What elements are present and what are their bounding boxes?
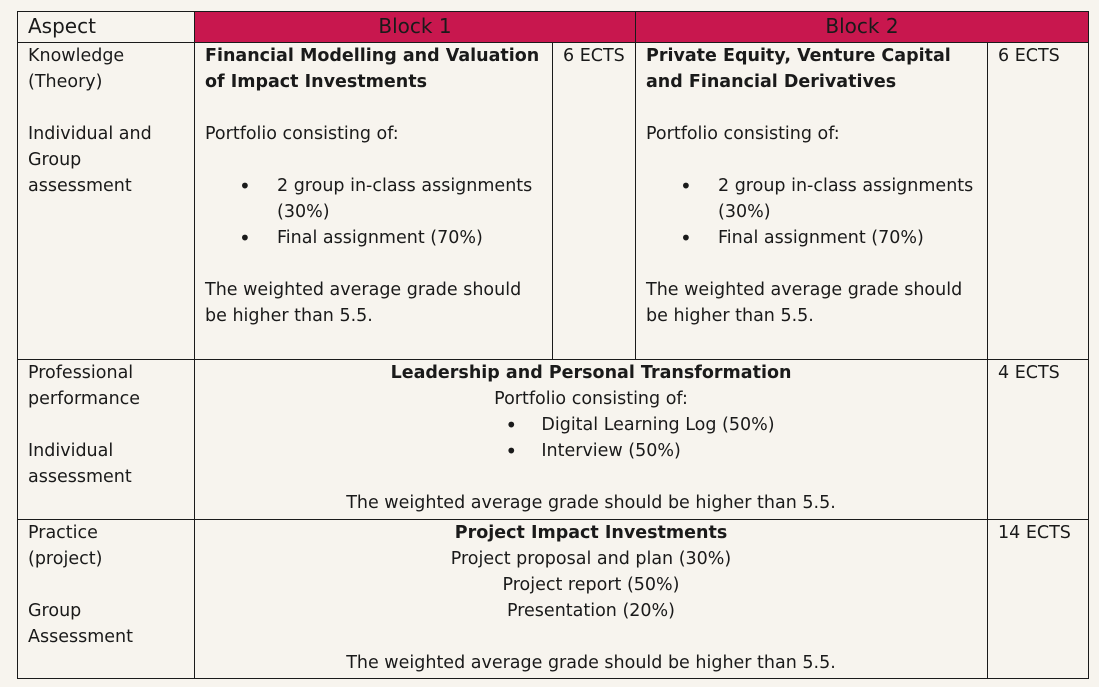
aspect-practice: Practice (project) Group Assessment	[17, 519, 195, 679]
list-item: 2 group in-class assignments(30%)	[646, 173, 977, 225]
grade-requirement: The weighted average grade should be hig…	[346, 653, 836, 673]
course-title: Financial Modelling and Valuation	[205, 46, 540, 66]
ects-badge: 6 ECTS	[987, 42, 1089, 360]
aspect-knowledge: Knowledge (Theory) Individual and Group …	[17, 42, 195, 360]
grade-requirement: The weighted average grade should	[646, 280, 963, 300]
table-row-knowledge: Knowledge (Theory) Individual and Group …	[17, 42, 1089, 360]
ects-badge: 6 ECTS	[552, 42, 636, 360]
aspect-text: (project)	[28, 549, 103, 569]
component-line: Project report (50%)	[502, 575, 680, 595]
table-row-practice: Practice (project) Group Assessment Proj…	[17, 519, 1089, 679]
assessment-list: 2 group in-class assignments(30%) Final …	[205, 173, 542, 251]
aspect-professional: Professional performance Individual asse…	[17, 359, 195, 520]
assessment-list: Digital Learning Log (50%) Interview (50…	[505, 412, 774, 464]
aspect-text: (Theory)	[28, 72, 103, 92]
header-block-2: Block 2	[635, 11, 1089, 43]
aspect-text: Individual and	[28, 124, 152, 144]
aspect-text: performance	[28, 389, 141, 409]
leadership-course-cell: Leadership and Personal Transformation P…	[194, 359, 988, 520]
aspect-text: Group	[28, 601, 82, 621]
portfolio-label: Portfolio consisting of:	[494, 389, 688, 409]
aspect-text: assessment	[28, 176, 132, 196]
assessment-table: Aspect Block 1 Block 2 Knowledge (Theory…	[17, 11, 1089, 679]
component-line: Presentation (20%)	[506, 601, 676, 621]
table-row-professional: Professional performance Individual asse…	[17, 359, 1089, 520]
aspect-text: Assessment	[28, 627, 133, 647]
course-title: Project Impact Investments	[454, 523, 728, 543]
list-item: Digital Learning Log (50%)	[505, 412, 774, 438]
course-title: Private Equity, Venture Capital	[646, 46, 951, 66]
course-title: Leadership and Personal Transformation	[390, 363, 792, 383]
course-title: and Financial Derivatives	[646, 72, 897, 92]
ects-badge: 4 ECTS	[987, 359, 1089, 520]
header-block-1: Block 1	[194, 11, 636, 43]
aspect-text: Knowledge	[28, 46, 125, 66]
portfolio-label: Portfolio consisting of:	[646, 124, 840, 144]
component-line: Project proposal and plan (30%)	[450, 549, 732, 569]
aspect-text: Individual	[28, 441, 114, 461]
aspect-text: Group	[28, 150, 82, 170]
list-item: Final assignment (70%)	[205, 225, 542, 251]
ects-badge: 14 ECTS	[987, 519, 1089, 679]
grade-requirement: be higher than 5.5.	[646, 306, 814, 326]
header-row: Aspect Block 1 Block 2	[17, 11, 1089, 43]
grade-requirement: The weighted average grade should be hig…	[346, 493, 836, 513]
list-item: Interview (50%)	[505, 438, 774, 464]
block2-course-cell: Private Equity, Venture Capital and Fina…	[635, 42, 988, 360]
aspect-text: Practice	[28, 523, 98, 543]
block1-course-cell: Financial Modelling and Valuation of Imp…	[194, 42, 553, 360]
list-item: 2 group in-class assignments(30%)	[205, 173, 542, 225]
grade-requirement: be higher than 5.5.	[205, 306, 373, 326]
list-item: Final assignment (70%)	[646, 225, 977, 251]
aspect-text: Professional	[28, 363, 134, 383]
assessment-list: 2 group in-class assignments(30%) Final …	[646, 173, 977, 251]
project-course-cell: Project Impact Investments Project propo…	[194, 519, 988, 679]
portfolio-label: Portfolio consisting of:	[205, 124, 399, 144]
header-aspect: Aspect	[17, 11, 195, 43]
aspect-text: assessment	[28, 467, 132, 487]
grade-requirement: The weighted average grade should	[205, 280, 522, 300]
course-title: of Impact Investments	[205, 72, 428, 92]
